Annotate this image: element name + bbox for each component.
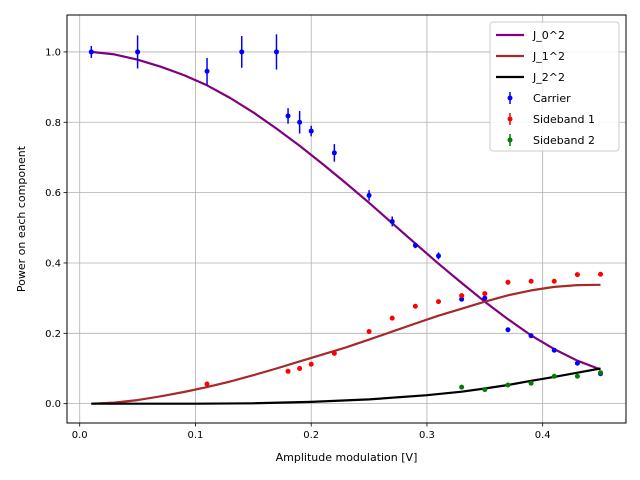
legend-box <box>489 21 620 152</box>
data-point <box>297 365 303 371</box>
data-point <box>389 315 395 321</box>
legend-entry-label: Sideband 1 <box>533 113 595 126</box>
x-tick-label: 0.3 <box>419 430 435 441</box>
data-point <box>331 350 337 356</box>
data-point <box>574 373 580 379</box>
plot-frame <box>66 14 627 424</box>
data-point <box>598 271 604 277</box>
data-point <box>528 278 534 284</box>
data-point <box>366 329 372 335</box>
data-point <box>273 49 279 55</box>
data-point <box>204 381 210 387</box>
legend-entry-label: Carrier <box>533 92 571 105</box>
data-point <box>285 113 291 119</box>
data-point <box>389 218 395 224</box>
curves-layer <box>91 50 601 405</box>
data-point <box>239 49 245 55</box>
data-point <box>505 279 511 285</box>
series-line <box>91 50 601 371</box>
y-axis-label: Power on each component <box>15 145 28 292</box>
x-tick-label: 0.4 <box>535 430 551 441</box>
x-axis-label: Amplitude modulation [V] <box>276 451 418 464</box>
data-point <box>285 368 291 374</box>
data-point <box>551 373 557 379</box>
legend: J_0^2 J_1^2 J_2^2 Carrier Sideband 1 Sideband… <box>489 21 620 152</box>
data-point <box>308 361 314 367</box>
data-points-layer <box>88 34 604 393</box>
data-point <box>459 384 465 390</box>
data-point <box>459 293 465 299</box>
x-tick-label: 0.2 <box>303 430 319 441</box>
data-point <box>331 150 337 156</box>
legend-marker-swatch <box>507 116 513 122</box>
y-tick-label: 0.2 <box>45 329 61 340</box>
legend-entry-label: J_0^2 <box>532 29 565 42</box>
y-tick-label: 0.8 <box>45 118 61 129</box>
series-line <box>91 367 601 405</box>
data-point <box>598 370 604 376</box>
legend-marker-swatch <box>507 137 513 143</box>
x-tick-label: 0.1 <box>188 430 204 441</box>
data-point <box>528 380 534 386</box>
data-point <box>366 192 372 198</box>
data-point <box>574 272 580 278</box>
data-point <box>308 128 314 134</box>
data-point <box>551 347 557 353</box>
x-tick-label: 0.0 <box>72 430 88 441</box>
legend-entry-label: Sideband 2 <box>533 134 595 147</box>
legend-marker-swatch <box>507 95 513 101</box>
data-point <box>412 242 418 248</box>
y-tick-label: 0.0 <box>45 399 61 410</box>
data-point <box>135 49 141 55</box>
data-point <box>528 333 534 339</box>
legend-entry-label: J_2^2 <box>532 71 565 84</box>
series-line <box>91 283 601 405</box>
y-tick-label: 0.4 <box>45 258 61 269</box>
data-point <box>482 387 488 393</box>
data-point <box>505 327 511 333</box>
data-point <box>574 360 580 366</box>
legend-entry-label: J_1^2 <box>532 50 565 63</box>
data-point <box>482 295 488 301</box>
data-point <box>551 278 557 284</box>
data-point <box>297 119 303 125</box>
data-point <box>412 303 418 309</box>
data-point <box>204 68 210 74</box>
y-tick-label: 1.0 <box>45 47 61 58</box>
data-point <box>505 382 511 388</box>
data-point <box>459 296 465 302</box>
data-point <box>436 299 442 305</box>
data-point <box>482 291 488 297</box>
data-point <box>88 49 94 55</box>
y-tick-label: 0.6 <box>45 188 61 199</box>
ticks-layer: 0.0 0.1 0.2 0.3 0.4 0.0 0.2 0.4 0.6 0.8 1.0 <box>45 47 551 441</box>
data-point <box>436 253 442 259</box>
